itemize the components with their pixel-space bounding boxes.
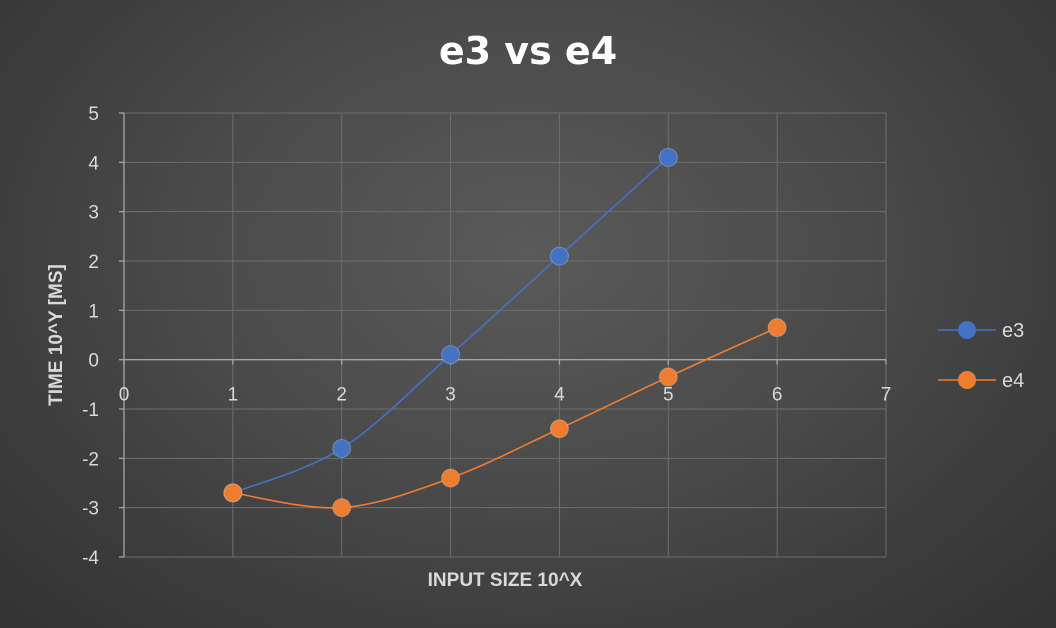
data-point-e4 [332,498,352,518]
legend-label: e3 [1002,320,1024,342]
legend-item-e3: e3 [938,320,1024,342]
y-tick-label: 5 [88,104,99,125]
x-tick-label: 4 [554,385,565,406]
data-point-e4 [767,318,787,338]
y-tick-label: 2 [88,252,99,273]
x-tick-label: 6 [772,385,783,406]
legend: e3 e4 [938,320,1024,392]
data-point-e3 [332,438,352,458]
x-tick-label: 7 [881,385,892,406]
y-tick-label: -2 [82,449,99,470]
legend-marker [958,321,976,339]
y-tick-label: 0 [88,351,99,372]
legend-item-e4: e4 [938,370,1024,392]
y-tick-label: 4 [88,153,99,174]
legend-label: e4 [1002,370,1024,392]
tick-labels: -4 -3 -2 -1 0 1 2 3 4 5 0 1 2 3 4 5 6 7 [82,104,891,569]
y-tick-label: 3 [88,203,99,224]
data-point-e4 [549,419,569,439]
legend-marker [958,371,976,389]
x-tick-label: 3 [445,385,456,406]
data-point-e3 [658,147,678,167]
axes [119,112,887,558]
gridlines [124,112,887,558]
series-e4 [223,318,787,518]
series-line-e4 [232,326,778,509]
x-axis-title: INPUT SIZE 10^X [428,570,583,591]
y-tick-label: -4 [82,548,99,569]
data-point-e4 [223,483,243,503]
data-point-e4 [658,367,678,387]
y-tick-label: 1 [88,301,99,322]
x-tick-label: 1 [228,385,239,406]
series-layer [223,147,787,518]
y-tick-label: -3 [82,499,99,520]
y-axis-title: TIME 10^Y [MS] [46,264,67,406]
x-tick-label: 5 [663,385,674,406]
x-tick-label: 2 [336,385,347,406]
data-point-e3 [441,345,461,365]
data-point-e4 [441,468,461,488]
data-point-e3 [549,246,569,266]
y-tick-label: -1 [82,400,99,421]
chart-title: e3 vs e4 [439,29,617,73]
x-tick-label: 0 [119,385,130,406]
